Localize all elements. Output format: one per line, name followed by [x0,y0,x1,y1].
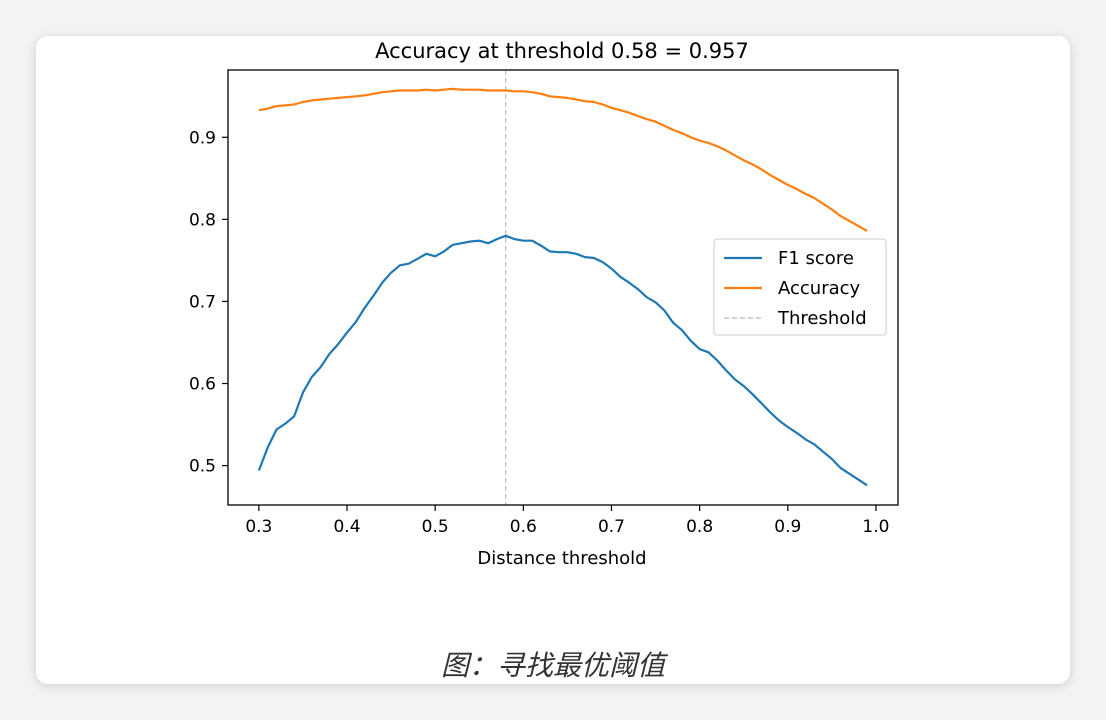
x-tick-label: 0.7 [598,517,625,537]
y-tick-label: 0.8 [189,210,216,230]
line-chart: Accuracy at threshold 0.58 = 0.957 0.3 0.… [189,39,899,569]
y-tick-label: 0.5 [189,457,216,477]
series-line-f1-score [257,234,868,487]
x-axis-label: Distance threshold [477,548,646,569]
y-tick-label: 0.9 [189,128,216,148]
x-tick-label: 0.3 [245,517,272,537]
series-line-accuracy [258,87,868,232]
x-tick-label: 1.0 [862,517,889,537]
y-tick-label: 0.7 [189,292,216,312]
x-tick-label: 0.6 [510,517,537,537]
legend-label: Threshold [777,308,867,329]
figure-caption: 图：寻找最优阈值 [440,649,665,682]
y-axis: 0.5 0.6 0.7 0.8 0.9 [189,128,228,477]
x-tick-label: 0.9 [774,517,801,537]
legend: F1 score Accuracy Threshold [713,238,887,336]
y-tick-label: 0.6 [189,375,216,395]
legend-label: Accuracy [778,278,861,299]
x-axis: 0.3 0.4 0.5 0.6 0.7 0.8 0.9 1.0 [245,505,889,537]
plot-area [227,69,899,506]
x-tick-label: 0.5 [422,517,449,537]
legend-box [713,238,887,336]
chart-title: Accuracy at threshold 0.58 = 0.957 [375,39,749,63]
legend-label: F1 score [778,248,854,269]
plot-frame [227,69,899,506]
x-tick-label: 0.8 [686,517,713,537]
x-tick-label: 0.4 [333,517,360,537]
